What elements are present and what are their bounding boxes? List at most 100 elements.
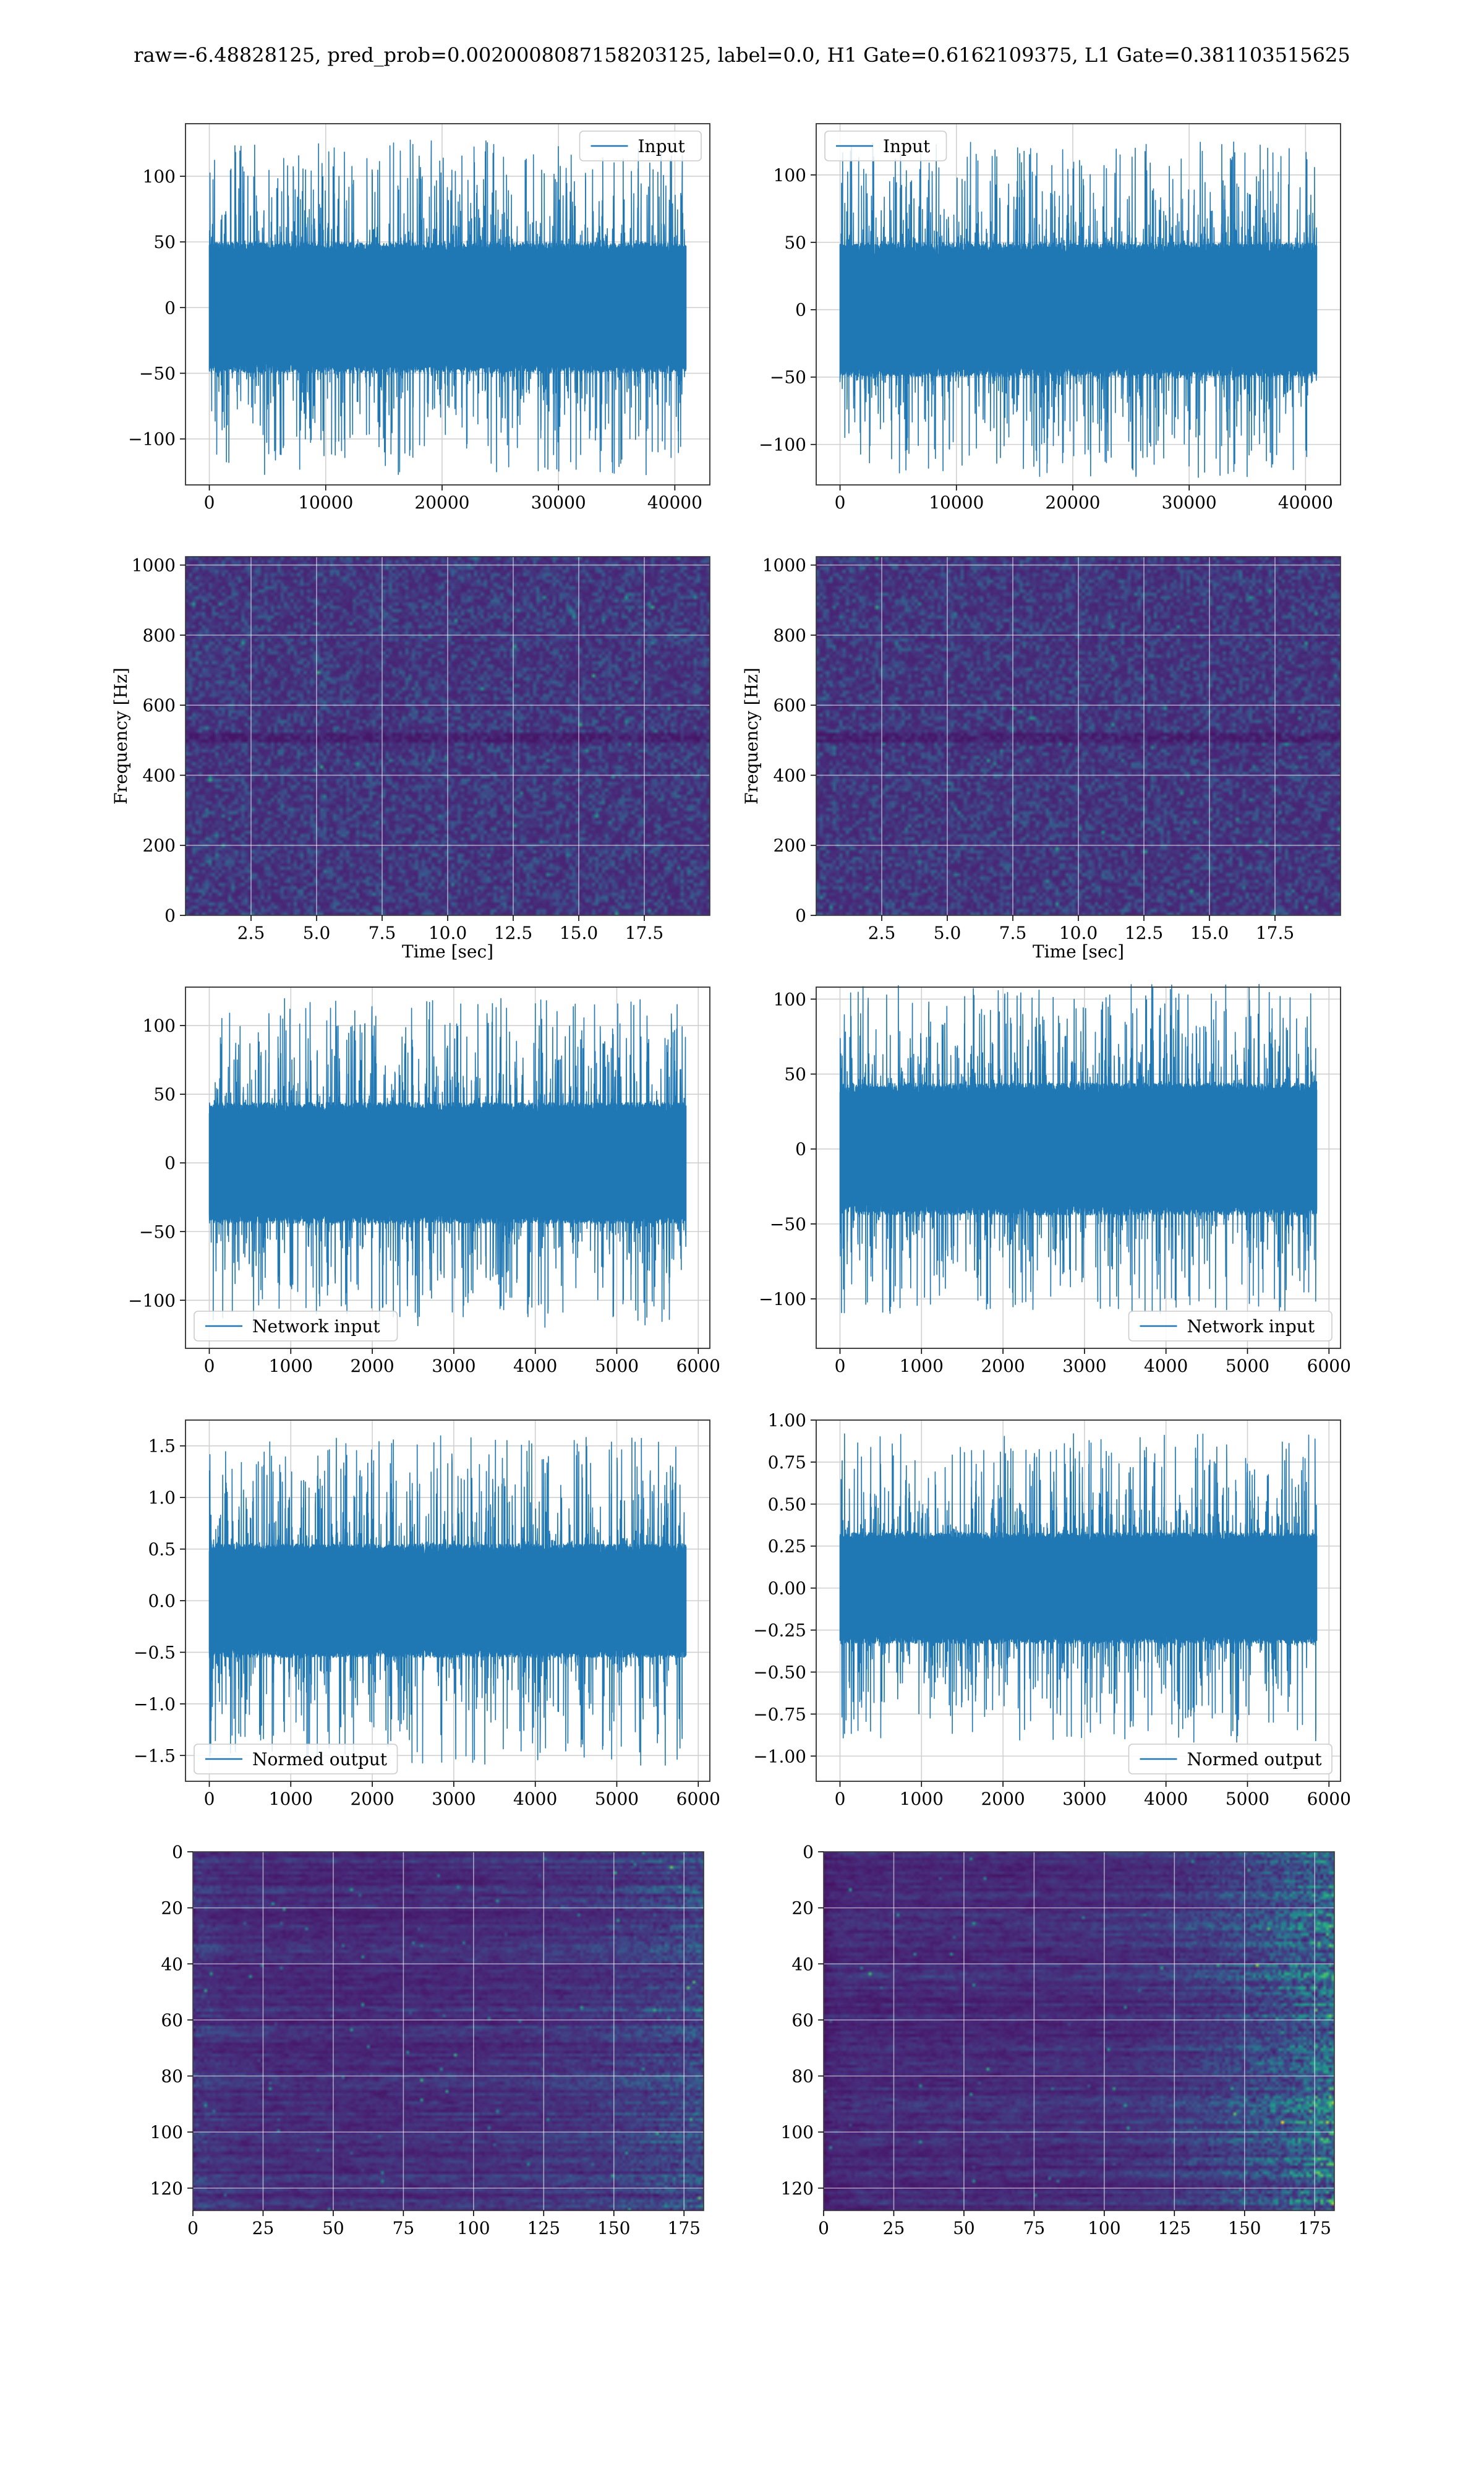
y-tick-label: −100	[759, 435, 806, 455]
x-tick-label: 10000	[929, 492, 984, 513]
y-tick-label: 0	[795, 1139, 806, 1160]
axes-frame	[823, 1851, 1335, 2211]
y-tick-label: 50	[784, 1064, 806, 1085]
y-tick-label: 0	[164, 1153, 176, 1173]
x-tick-label: 1000	[269, 1356, 313, 1376]
x-tick-label: 125	[527, 2218, 560, 2238]
y-tick-label: 0.75	[768, 1452, 806, 1473]
y-tick-label: 50	[784, 233, 806, 253]
legend-box	[1128, 1744, 1333, 1774]
y-tick-label: 1.00	[768, 1410, 806, 1431]
chart-normed-output-left: 0 1000 2000 3000 4000 5000 6000 −1.5 −1.0 −0.5 0.0…	[134, 1419, 720, 1809]
x-tick-label: 6000	[676, 1356, 720, 1376]
x-tick-label: 5000	[1226, 1356, 1269, 1376]
x-tick-label: 20000	[1045, 492, 1100, 513]
chart-spectrogram-left: 2.5 5.0 7.5 10.0 12.5 15.0 17.5 0 200 400 600 800 10…	[111, 555, 710, 962]
x-tick-label: 0	[818, 2218, 829, 2238]
y-tick-label: 40	[791, 1954, 814, 1974]
x-tick-label: 6000	[676, 1789, 720, 1809]
y-tick-label: 0	[172, 1842, 183, 1862]
legend-box	[824, 131, 947, 161]
y-tick-label: 60	[161, 2010, 183, 2031]
x-tick-label: 30000	[531, 492, 586, 513]
x-tick-label: 4000	[513, 1789, 557, 1809]
y-tick-label: 1000	[132, 555, 176, 576]
x-tick-label: 75	[1023, 2218, 1046, 2238]
x-tick-label: 3000	[432, 1789, 475, 1809]
x-tick-label: 1000	[900, 1356, 944, 1376]
y-tick-label: −0.25	[753, 1620, 806, 1641]
x-tick-label: 6000	[1307, 1789, 1351, 1809]
legend: Normed output	[1128, 1744, 1333, 1774]
chart-spectrogram-right: 2.5 5.0 7.5 10.0 12.5 15.0 17.5 0 200 400 600 800 10…	[741, 555, 1341, 962]
x-tick-label: 175	[1298, 2218, 1331, 2238]
y-tick-label: 100	[781, 2122, 814, 2142]
y-tick-label: 0	[795, 905, 806, 926]
feature-map-image	[824, 1852, 1334, 2211]
chart-input-left: 0 10000 20000 30000 40000 −100 −50 0 50 100 Input	[128, 123, 710, 513]
y-tick-label: 800	[143, 625, 176, 646]
x-tick-label: 10.0	[1059, 923, 1098, 943]
y-tick-label: −0.5	[134, 1642, 176, 1663]
series-line-input	[839, 141, 1318, 478]
y-tick-label: 400	[143, 765, 176, 785]
y-tick-label: 50	[153, 1084, 176, 1105]
x-tick-label: 0	[835, 1789, 846, 1809]
y-tick-label: −1.5	[134, 1745, 176, 1766]
y-tick-label: −1.00	[753, 1746, 806, 1766]
y-tick-label: 80	[161, 2066, 183, 2087]
x-tick-label: 2.5	[237, 923, 265, 943]
y-tick-label: 400	[774, 765, 806, 785]
x-tick-label: 1000	[900, 1789, 944, 1809]
x-tick-label: 2000	[981, 1356, 1025, 1376]
x-tick-label: 10.0	[429, 923, 467, 943]
x-tick-label: 0	[204, 492, 215, 513]
x-tick-label: 0	[204, 1789, 215, 1809]
y-tick-label: 40	[161, 1954, 183, 1974]
y-tick-label: 800	[774, 625, 806, 646]
axes-frame-top	[185, 987, 710, 1349]
y-tick-label: −50	[770, 367, 806, 388]
x-tick-label: 40000	[647, 492, 702, 513]
y-tick-label: −100	[759, 1289, 806, 1309]
series-line-normed-output	[839, 1433, 1318, 1743]
legend: Input	[579, 131, 702, 161]
y-axis-label: Frequency [Hz]	[741, 667, 762, 804]
legend-box	[579, 131, 702, 161]
series-line-input	[208, 139, 687, 476]
y-tick-label: 100	[143, 166, 176, 187]
y-tick-label: 0.50	[768, 1494, 806, 1515]
x-tick-label: 30000	[1162, 492, 1217, 513]
x-tick-label: 4000	[1144, 1356, 1188, 1376]
x-tick-label: 100	[1088, 2218, 1120, 2238]
legend: Input	[824, 131, 947, 161]
x-tick-label: 5000	[595, 1789, 639, 1809]
x-tick-label: 12.5	[494, 923, 532, 943]
x-tick-label: 17.5	[1256, 923, 1294, 943]
x-tick-label: 100	[457, 2218, 490, 2238]
y-tick-label: −1.0	[134, 1694, 176, 1714]
y-tick-label: −50	[770, 1214, 806, 1235]
y-tick-label: 120	[150, 2178, 183, 2199]
x-tick-label: 150	[1228, 2218, 1261, 2238]
y-tick-label: 0	[164, 905, 176, 926]
x-tick-label: 17.5	[625, 923, 663, 943]
x-tick-label: 50	[953, 2218, 975, 2238]
chart-feature-map-right: 0 25 50 75 100 125 150 175 0 20 40 60 80 100 120	[781, 1842, 1335, 2238]
y-tick-label: 1.0	[148, 1487, 176, 1508]
chart-input-right: 0 10000 20000 30000 40000 −100 −50 0 50 100 Input	[759, 123, 1341, 513]
y-tick-label: 120	[781, 2178, 814, 2199]
x-tick-label: 5.0	[303, 923, 331, 943]
axes-frame-top	[816, 123, 1341, 486]
y-tick-label: 1.5	[148, 1436, 176, 1457]
axes-frame	[192, 1851, 704, 2211]
x-tick-label: 5.0	[934, 923, 962, 943]
chart-network-input-left: 0 1000 2000 3000 4000 5000 6000 −100 −50 0 50 100 Ne…	[128, 987, 720, 1376]
x-tick-label: 2000	[350, 1789, 394, 1809]
y-tick-label: 100	[774, 165, 806, 186]
x-tick-label: 0	[835, 1356, 846, 1376]
y-tick-label: 200	[774, 836, 806, 856]
x-tick-label: 15.0	[1190, 923, 1229, 943]
x-tick-label: 2000	[981, 1789, 1025, 1809]
